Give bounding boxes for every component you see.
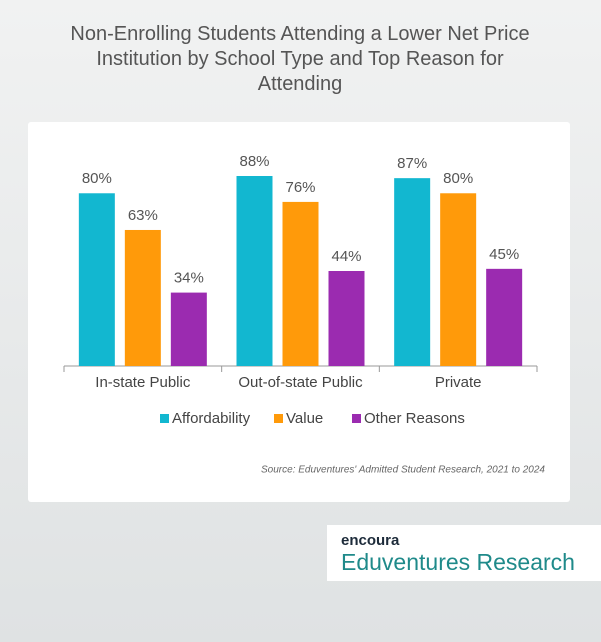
x-tick-label: In-state Public — [95, 374, 191, 391]
legend-label: Other Reasons — [364, 410, 465, 427]
logo-brand: encoura — [341, 532, 400, 549]
x-tick-label: Private — [435, 374, 482, 391]
x-tick-label: Out-of-state Public — [238, 374, 363, 391]
logo-suffix: Research — [477, 549, 575, 575]
legend-label: Affordability — [172, 410, 251, 427]
value-label: 76% — [285, 179, 315, 196]
logo-name: Eduventures Research — [341, 549, 575, 575]
value-label: 34% — [174, 270, 204, 287]
bar — [440, 193, 477, 366]
chart-title: Non-Enrolling Students Attending a Lower… — [70, 23, 530, 95]
bar — [124, 229, 161, 366]
value-label: 80% — [82, 170, 112, 187]
value-label: 88% — [239, 153, 269, 170]
bar — [486, 268, 523, 366]
bar — [328, 271, 365, 366]
value-label: 45% — [489, 246, 519, 263]
bar — [78, 193, 115, 366]
bar — [236, 176, 273, 366]
logo-name-main: Eduventures — [341, 549, 470, 575]
legend-label: Value — [286, 410, 323, 427]
logo-box — [327, 525, 601, 581]
value-label: 63% — [128, 207, 158, 224]
bar — [394, 178, 431, 366]
legend-swatch — [352, 414, 361, 423]
legend-swatch — [274, 414, 283, 423]
bar — [170, 292, 207, 366]
value-label: 87% — [397, 155, 427, 172]
source: Source: Eduventures' Admitted Student Re… — [261, 465, 545, 476]
bar — [282, 201, 319, 366]
legend-swatch — [160, 414, 169, 423]
value-label: 44% — [331, 248, 361, 265]
value-label: 80% — [443, 170, 473, 187]
